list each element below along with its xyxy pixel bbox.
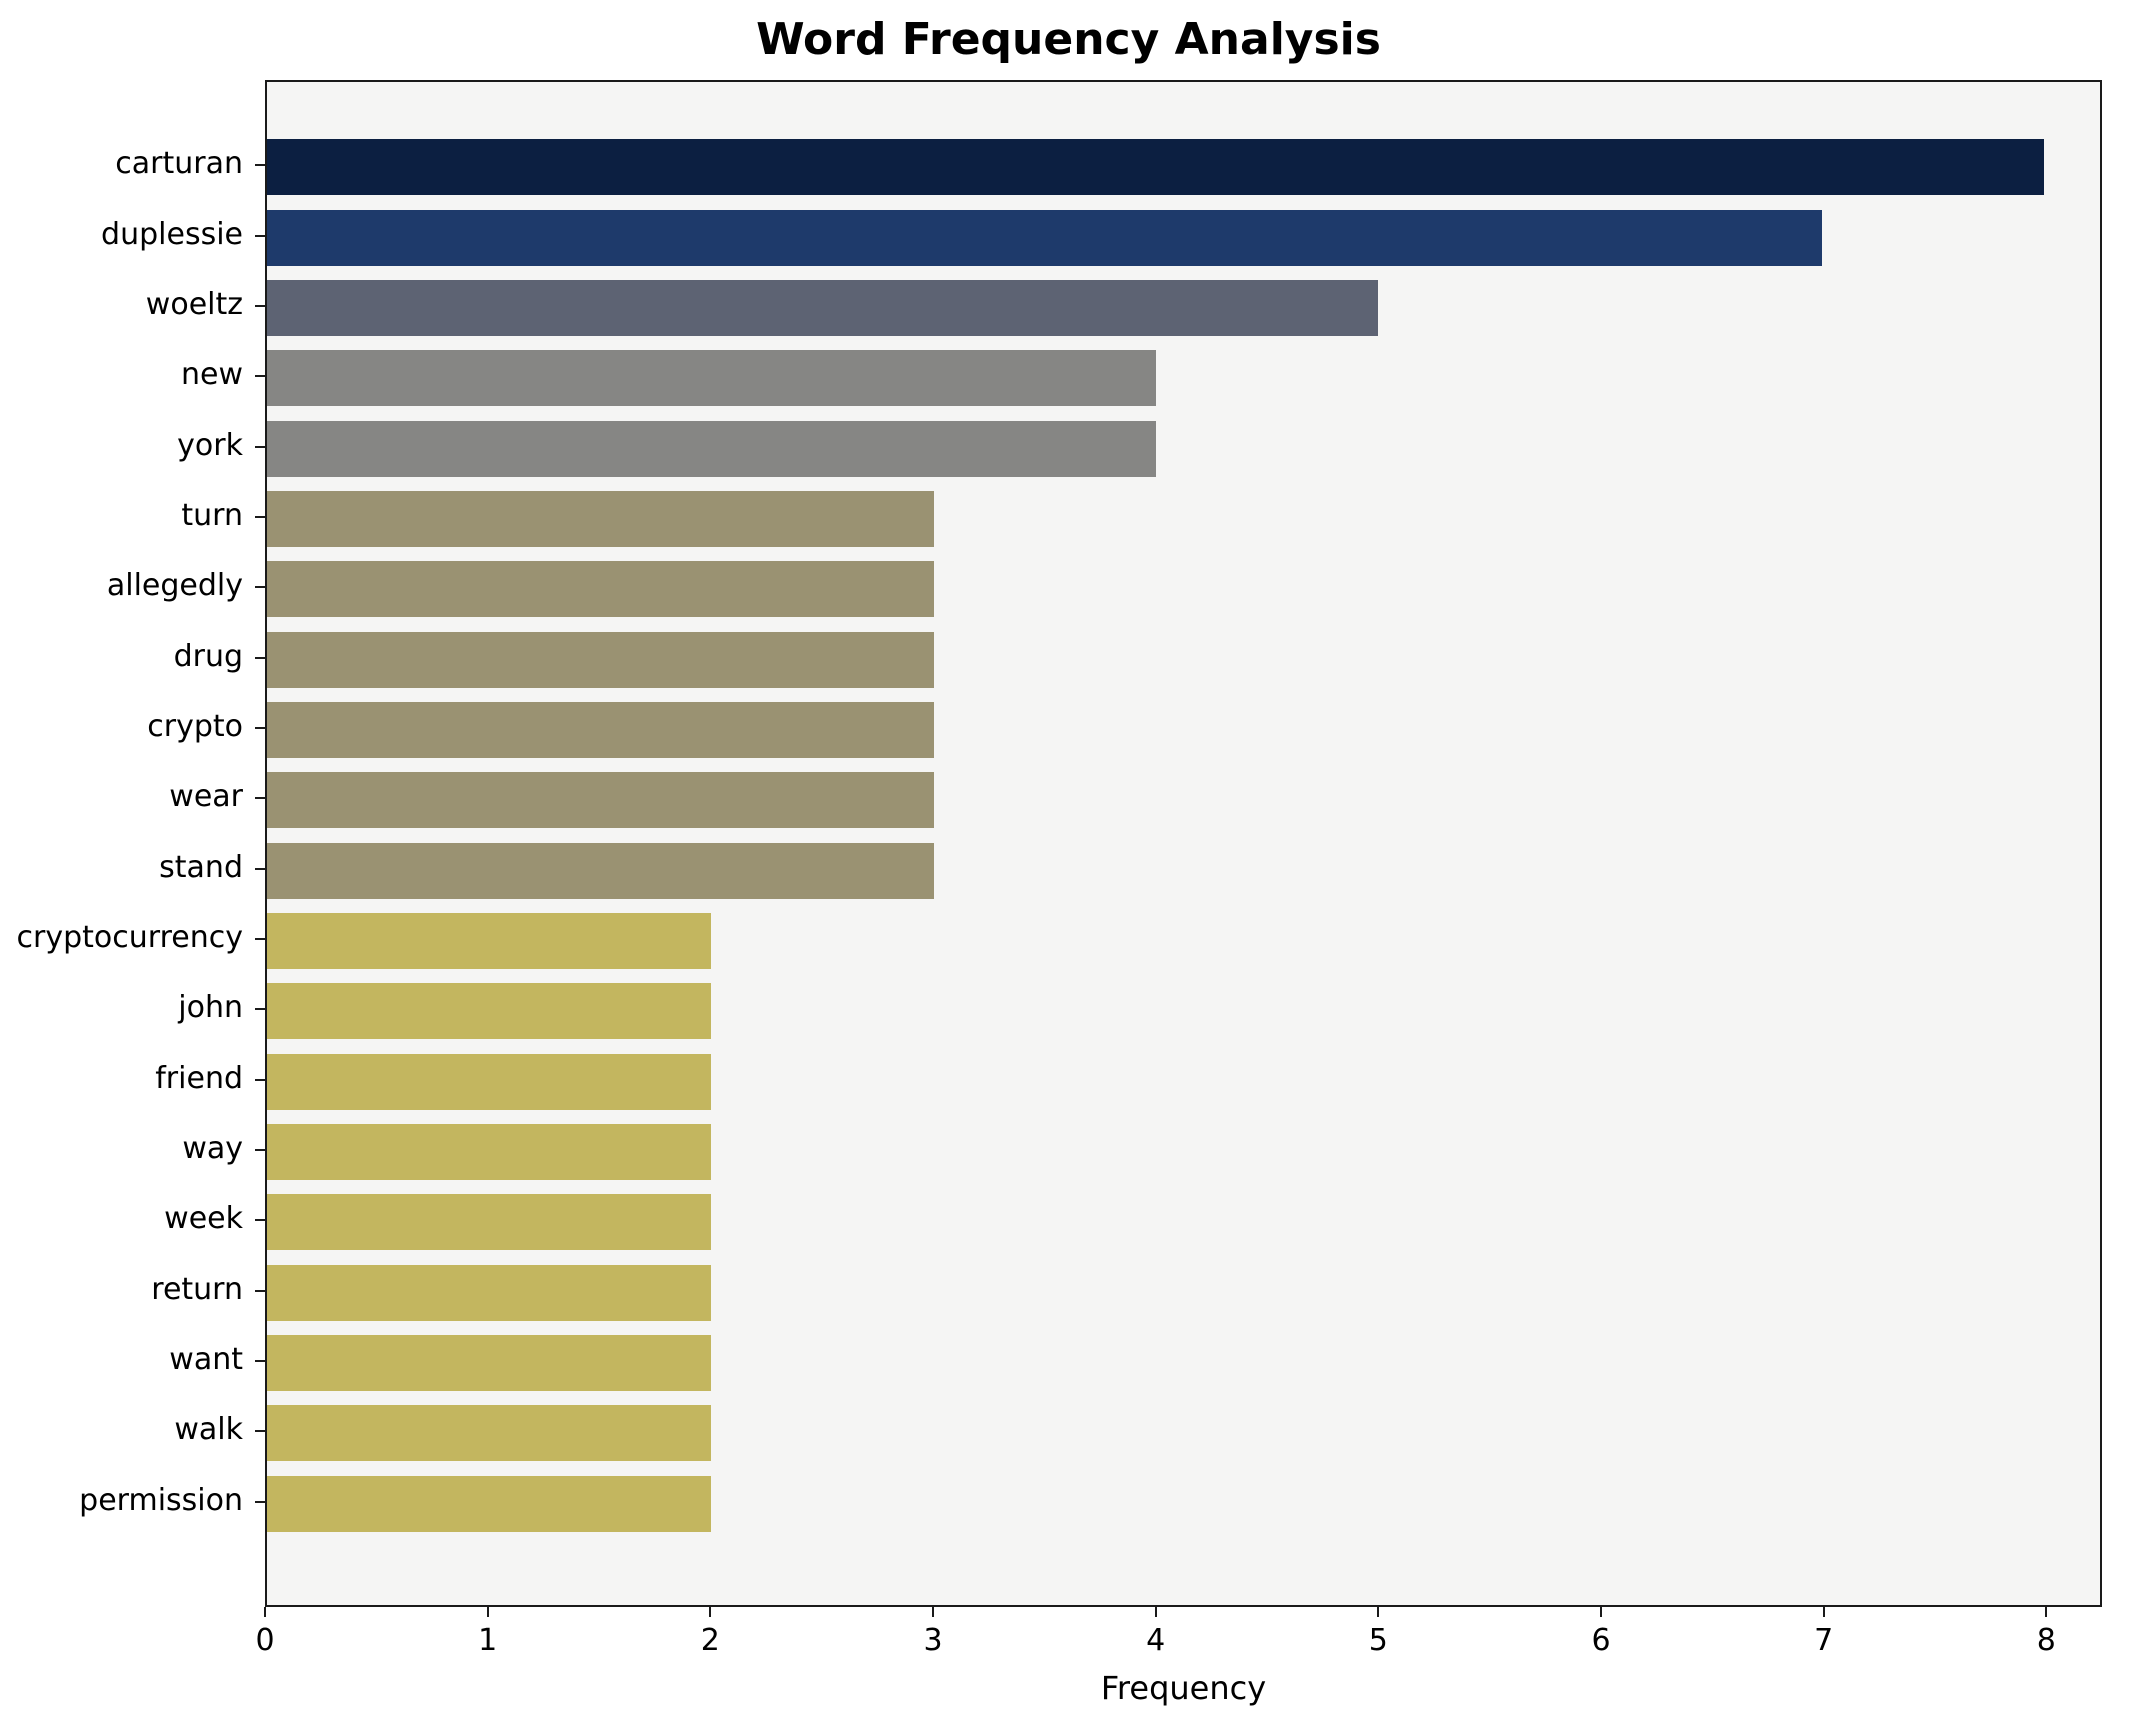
y-tick xyxy=(255,1149,265,1152)
bar-new xyxy=(267,350,1156,407)
bar-week xyxy=(267,1194,712,1251)
y-tick xyxy=(255,375,265,378)
y-tick xyxy=(255,515,265,518)
x-tick-label-0: 0 xyxy=(255,1623,275,1658)
y-tick xyxy=(255,726,265,729)
y-tick xyxy=(255,1430,265,1433)
x-tick-label-8: 8 xyxy=(2036,1623,2056,1658)
y-axis-label-return: return xyxy=(151,1271,243,1307)
bar-allegedly xyxy=(267,561,934,618)
y-axis-label-want: want xyxy=(169,1342,243,1378)
x-tick xyxy=(486,1607,489,1617)
y-axis-label-carturan: carturan xyxy=(115,146,243,182)
y-axis-label-cryptocurrency: cryptocurrency xyxy=(16,920,243,956)
y-axis-label-allegedly: allegedly xyxy=(106,568,243,604)
y-axis-label-friend: friend xyxy=(155,1060,243,1096)
y-axis-label-york: york xyxy=(177,427,243,463)
x-tick xyxy=(709,1607,712,1617)
x-tick xyxy=(2045,1607,2048,1617)
x-tick-label-7: 7 xyxy=(1814,1623,1834,1658)
y-tick xyxy=(255,1219,265,1222)
y-axis-label-crypto: crypto xyxy=(147,708,243,744)
bar-carturan xyxy=(267,139,2045,196)
y-axis-label-wear: wear xyxy=(169,779,243,815)
bar-woeltz xyxy=(267,279,1378,336)
y-axis-label-john: john xyxy=(178,990,243,1026)
y-axis-label-permission: permission xyxy=(79,1482,243,1518)
y-tick xyxy=(255,656,265,659)
y-tick xyxy=(255,867,265,870)
x-tick-label-2: 2 xyxy=(700,1623,720,1658)
bar-friend xyxy=(267,1053,712,1110)
y-tick xyxy=(255,445,265,448)
x-tick-label-5: 5 xyxy=(1368,1623,1388,1658)
y-tick xyxy=(255,234,265,237)
y-axis-label-turn: turn xyxy=(181,497,243,533)
bar-walk xyxy=(267,1405,712,1462)
x-tick-label-6: 6 xyxy=(1591,1623,1611,1658)
x-tick-label-3: 3 xyxy=(923,1623,943,1658)
bar-turn xyxy=(267,490,934,547)
x-tick xyxy=(1822,1607,1825,1617)
y-tick xyxy=(255,797,265,800)
bar-wear xyxy=(267,772,934,829)
y-axis-label-way: way xyxy=(182,1131,243,1167)
y-axis-label-stand: stand xyxy=(159,849,243,885)
bar-way xyxy=(267,1124,712,1181)
bar-john xyxy=(267,983,712,1040)
bar-permission xyxy=(267,1475,712,1532)
y-axis-label-woeltz: woeltz xyxy=(145,286,243,322)
bar-cryptocurrency xyxy=(267,913,712,970)
y-tick xyxy=(255,164,265,167)
y-axis-label-walk: walk xyxy=(174,1412,243,1448)
y-tick xyxy=(255,1500,265,1503)
bar-return xyxy=(267,1264,712,1321)
x-tick xyxy=(1154,1607,1157,1617)
y-axis-label-week: week xyxy=(164,1201,243,1237)
y-axis-label-duplessie: duplessie xyxy=(101,216,243,252)
plot-area xyxy=(265,80,2102,1607)
y-axis-label-drug: drug xyxy=(173,638,243,674)
y-tick xyxy=(255,304,265,307)
chart-title: Word Frequency Analysis xyxy=(756,14,1381,65)
bar-stand xyxy=(267,842,934,899)
bar-crypto xyxy=(267,701,934,758)
x-axis-title: Frequency xyxy=(1100,1669,1267,1707)
bar-york xyxy=(267,420,1156,477)
x-tick xyxy=(264,1607,266,1617)
y-tick xyxy=(255,1289,265,1292)
bar-duplessie xyxy=(267,209,1823,266)
y-tick xyxy=(255,938,265,941)
x-tick-label-4: 4 xyxy=(1146,1623,1166,1658)
bar-want xyxy=(267,1335,712,1392)
bar-drug xyxy=(267,631,934,688)
y-tick xyxy=(255,1360,265,1363)
y-tick xyxy=(255,1008,265,1011)
x-tick xyxy=(932,1607,934,1617)
x-tick xyxy=(1600,1607,1602,1617)
x-tick xyxy=(1377,1607,1380,1617)
y-tick xyxy=(255,1078,265,1081)
x-tick-label-1: 1 xyxy=(478,1623,498,1658)
y-axis-label-new: new xyxy=(180,357,243,393)
y-tick xyxy=(255,586,265,589)
